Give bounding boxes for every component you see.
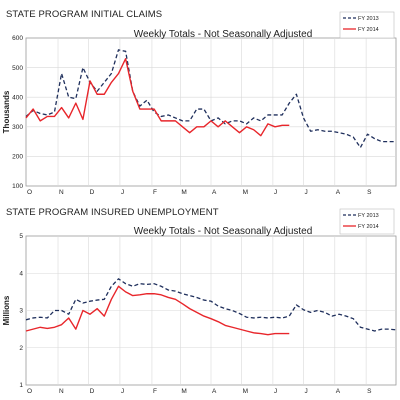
- insured-legend-box: [339, 208, 395, 235]
- claims-x-tick-label: J: [305, 189, 308, 196]
- insured-x-tick-label: F: [153, 388, 157, 395]
- insured-series-fy2014-line: [25, 285, 290, 336]
- insured-x-tick-label: J: [274, 388, 277, 395]
- insured-x-tick-label: M: [181, 388, 186, 395]
- claims-x-tick-label: F: [153, 189, 157, 196]
- claims-y-tick-label: 600: [12, 35, 23, 42]
- insured-y-tick-label: 5: [19, 233, 23, 240]
- insured-unemployment-plot: 1 2 3 4 5 O N D J F M A M J J A S Millions Weekly Totals -…: [2, 208, 397, 395]
- initial-claims-section-title: STATE PROGRAM INITIAL CLAIMS: [6, 9, 163, 20]
- insured-x-tick-label: J: [121, 388, 124, 395]
- insured-x-tick-label: D: [90, 388, 95, 395]
- insured-chart-title: Weekly Totals - Not Seasonally Adjusted: [134, 226, 313, 237]
- insured-y-tick-label: 3: [19, 308, 23, 315]
- insured-y-tick-label: 1: [19, 382, 23, 389]
- claims-x-tick-label: M: [243, 189, 248, 196]
- claims-y-axis-label: Thousands: [2, 90, 11, 133]
- initial-claims-chart: STATE PROGRAM INITIAL CLAIMS 100 200 300 40…: [0, 0, 400, 198]
- claims-y-tick-label: 500: [12, 65, 23, 72]
- claims-x-tick-label: S: [367, 189, 372, 196]
- insured-unemployment-section-title: STATE PROGRAM INSURED UNEMPLOYMENT: [6, 207, 219, 218]
- claims-y-tick-label: 400: [12, 94, 23, 101]
- insured-x-tick-label: J: [305, 388, 308, 395]
- insured-unemployment-chart: STATE PROGRAM INSURED UNEMPLOYMENT 1 2 3 4 5…: [0, 200, 400, 400]
- insured-y-tick-label: 4: [19, 270, 23, 277]
- insured-legend-label: FY 2014: [358, 224, 379, 230]
- insured-x-tick-label: A: [212, 388, 217, 395]
- claims-x-tick-label: M: [181, 189, 186, 196]
- claims-x-tick-label: A: [212, 189, 217, 196]
- claims-legend-label: FY 2013: [358, 16, 379, 22]
- claims-chart-title: Weekly Totals - Not Seasonally Adjusted: [134, 29, 313, 40]
- insured-y-tick-label: 2: [19, 345, 23, 352]
- insured-x-tick-label: N: [59, 388, 64, 395]
- insured-x-tick-label: O: [27, 388, 32, 395]
- claims-x-tick-label: N: [59, 189, 64, 196]
- claims-x-tick-label: J: [121, 189, 124, 196]
- insured-x-tick-label: M: [243, 388, 248, 395]
- claims-series-fy2014-line: [25, 58, 290, 137]
- claims-y-tick-label: 300: [12, 124, 23, 131]
- claims-x-tick-label: J: [274, 189, 277, 196]
- insured-series-fy2013-line: [25, 278, 397, 332]
- insured-legend-label: FY 2013: [358, 213, 379, 219]
- claims-x-tick-label: A: [336, 189, 341, 196]
- claims-x-tick-label: O: [27, 189, 32, 196]
- claims-legend-label: FY 2014: [358, 27, 379, 33]
- claims-y-tick-label: 200: [12, 154, 23, 161]
- insured-x-tick-label: S: [367, 388, 372, 395]
- insured-y-axis-label: Millions: [2, 295, 11, 325]
- claims-legend-box: [339, 11, 395, 39]
- initial-claims-plot: 100 200 300 400 500 600 O N D J F M A M J J A S Thousands W…: [2, 11, 397, 196]
- claims-x-tick-label: D: [90, 189, 95, 196]
- claims-y-tick-label: 100: [12, 183, 23, 190]
- insured-x-tick-label: A: [336, 388, 341, 395]
